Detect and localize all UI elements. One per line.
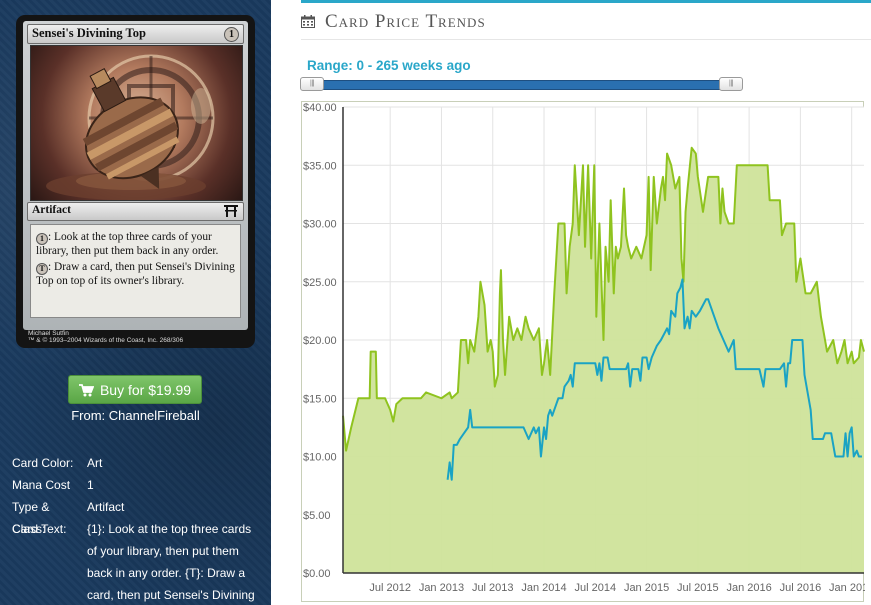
range-label: Range: 0 - 265 weeks ago — [307, 58, 471, 73]
info-value: Artifact — [87, 500, 125, 514]
rules-ability-2-text: : Draw a card, then put Sensei's Divinin… — [36, 260, 235, 287]
x-tick-label: Jan 2014 — [521, 582, 566, 594]
range-handle-start[interactable]: ||| — [300, 77, 324, 91]
x-tick-label: Jan 2017 — [829, 582, 865, 594]
x-tick-label: Jul 2012 — [369, 582, 411, 594]
info-value: {1}: Look at the top three cards of your… — [87, 522, 255, 602]
price-chart: $0.00 $5.00 $10.00 $15.00 $20.00 $25.00 $30.00… — [301, 101, 865, 602]
x-tick-label: Jan 2015 — [624, 582, 669, 594]
card-copyright: ™ & © 1993–2004 Wizards of the Coast, In… — [28, 337, 184, 344]
y-tick-label: $15.00 — [303, 393, 337, 405]
y-tick-label: $25.00 — [303, 277, 337, 289]
paper-price-line — [342, 146, 865, 452]
set-symbol-icon — [224, 205, 238, 217]
seller-name: From: ChannelFireball — [71, 408, 200, 423]
x-tick-label: Jul 2013 — [472, 582, 514, 594]
x-tick-label: Jul 2015 — [677, 582, 719, 594]
y-tick-label: $20.00 — [303, 335, 337, 347]
range-slider[interactable]: ||| ||| — [300, 77, 743, 91]
y-tick-label: $10.00 — [303, 452, 337, 464]
price-trends-header: Card Price Trends — [301, 3, 871, 40]
foil-price-line — [446, 278, 862, 481]
card-title-bar: Sensei's Divining Top 1 — [27, 24, 244, 44]
card-type-bar: Artifact — [27, 202, 244, 221]
card-art — [30, 45, 243, 201]
y-tick-label: $0.00 — [303, 568, 331, 580]
info-row-type-class: Type & Class: Artifact — [12, 496, 262, 536]
top-accent-bar — [301, 0, 871, 3]
info-row-card-text: Card Text: {1}: Look at the top three ca… — [12, 518, 262, 605]
rules-ability-1-text: : Look at the top three cards of your li… — [36, 231, 219, 257]
rules-ability-2: T: Draw a card, then put Sensei's Divini… — [36, 261, 236, 288]
y-tick-label: $30.00 — [303, 219, 337, 231]
card-type-line: Artifact — [32, 204, 71, 216]
card-rules-box: 1: Look at the top three cards of your l… — [30, 224, 241, 318]
info-row-mana-cost: Mana Cost 1 — [12, 474, 262, 496]
cart-icon — [78, 384, 94, 397]
tap-symbol-icon: T — [36, 262, 48, 275]
x-tick-label: Jan 2016 — [727, 582, 772, 594]
mana-cost-icon: 1 — [224, 27, 239, 42]
buy-button-label: Buy for $19.99 — [99, 382, 192, 398]
y-tick-label: $35.00 — [303, 160, 337, 172]
range-handle-end[interactable]: ||| — [719, 77, 743, 91]
x-tick-label: Jan 2013 — [419, 582, 464, 594]
y-tick-label: $40.00 — [303, 102, 337, 114]
card-sidebar: Sensei's Divining Top 1 — [0, 0, 271, 605]
x-tick-label: Jul 2014 — [574, 582, 616, 594]
range-slider-track[interactable] — [301, 80, 742, 90]
card-rules-text: 1: Look at the top three cards of your l… — [36, 231, 236, 290]
calendar-icon — [301, 15, 315, 28]
info-label: Card Text: — [12, 522, 67, 536]
card-info-table: Card Color: Art Mana Cost 1 Type & Class… — [12, 452, 262, 605]
buy-button[interactable]: Buy for $19.99 — [68, 375, 202, 404]
card-image: Sensei's Divining Top 1 — [16, 15, 255, 348]
x-tick-label: Jul 2016 — [780, 582, 822, 594]
info-label: Type & Class: — [12, 500, 50, 536]
card-footer: Michael Sutfin ™ & © 1993–2004 Wizards o… — [28, 330, 245, 344]
info-label: Card Color: — [12, 456, 74, 470]
info-row-color: Card Color: Art — [12, 452, 262, 474]
divining-top-artwork — [46, 54, 215, 200]
price-chart-svg: $0.00 $5.00 $10.00 $15.00 $20.00 $25.00 $30.00… — [303, 102, 865, 594]
page-title: Card Price Trends — [325, 11, 486, 32]
info-value: 1 — [87, 478, 94, 492]
card-inner-frame: Sensei's Divining Top 1 — [23, 21, 248, 330]
info-value: Art — [87, 456, 103, 470]
y-tick-label: $5.00 — [303, 510, 331, 522]
generic-mana-icon: 1 — [36, 233, 48, 245]
rules-ability-1: 1: Look at the top three cards of your l… — [36, 231, 236, 258]
card-artist: Michael Sutfin — [28, 330, 69, 337]
card-name: Sensei's Divining Top — [32, 26, 146, 40]
info-label: Mana Cost — [12, 478, 71, 492]
